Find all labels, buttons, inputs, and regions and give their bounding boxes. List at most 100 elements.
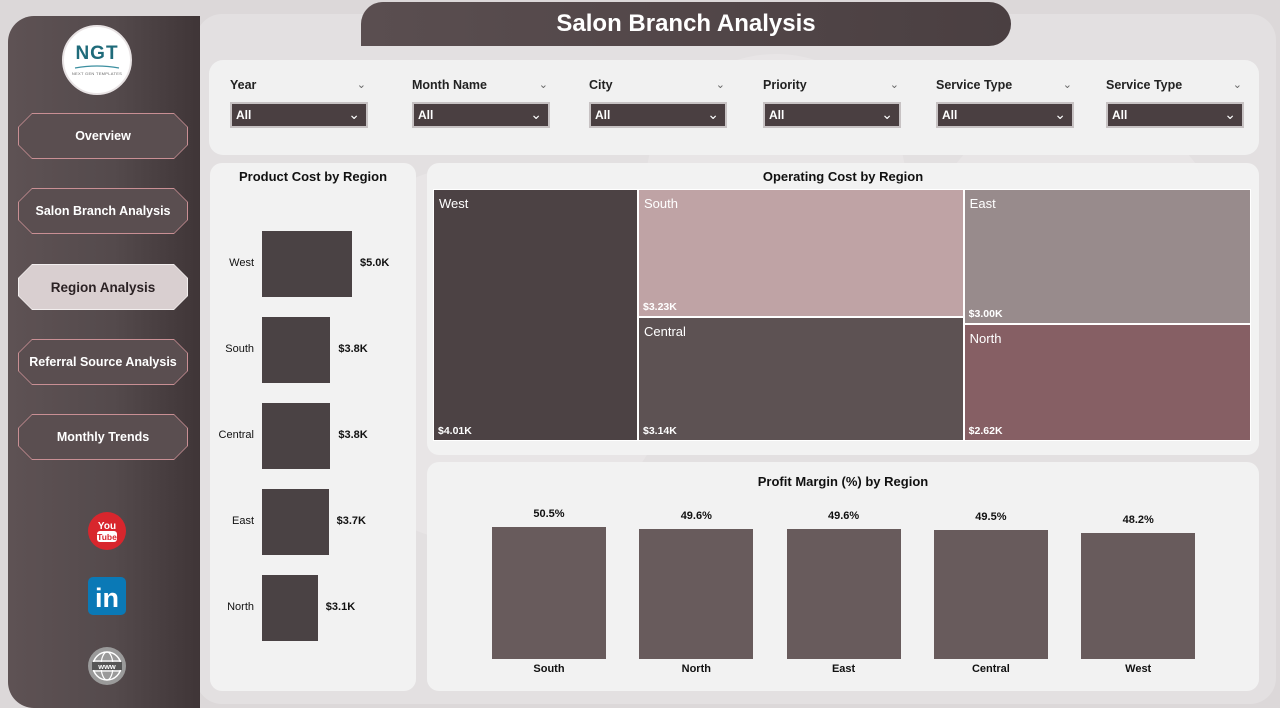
treemap-cell-value: $4.01K: [438, 425, 472, 437]
bar-category-label: East: [831, 663, 856, 675]
profit-margin-chart-title: Profit Margin (%) by Region: [757, 474, 929, 489]
dropdown-value: All: [942, 108, 958, 122]
chevron-down-icon[interactable]: ⌄: [538, 79, 548, 91]
bar-data-label: $3.8K: [338, 429, 368, 441]
logo-swoosh-icon: [74, 65, 120, 69]
product-cost-chart-title: Product Cost by Region: [238, 169, 388, 184]
dropdown-value: All: [418, 108, 434, 122]
bar[interactable]: [786, 529, 901, 659]
dropdown-value: All: [595, 108, 611, 122]
priority-dropdown[interactable]: All ⌄: [763, 102, 901, 128]
month-name-dropdown[interactable]: All ⌄: [412, 102, 550, 128]
youtube-icon[interactable]: You Tube: [86, 510, 128, 552]
operating-cost-treemap[interactable]: West $4.01K South $3.23K Central $3.14K East $3…: [433, 189, 1251, 441]
dropdown-arrow-icon: ⌄: [530, 106, 542, 122]
filter-label-text: Priority: [763, 78, 807, 92]
filter-bar: Year ⌄ All ⌄ Month Name ⌄ All ⌄ City ⌄ All ⌄ P…: [209, 60, 1259, 155]
nav-monthly-trends-label: Monthly Trends: [19, 415, 187, 459]
svg-text:in: in: [95, 583, 119, 613]
bar[interactable]: [933, 529, 1048, 659]
bar-data-label: $3.7K: [336, 515, 366, 527]
nav-region-analysis[interactable]: Region Analysis: [18, 264, 188, 310]
filter-label-text: Year: [230, 78, 257, 92]
treemap-cell-north[interactable]: North $2.62K: [963, 323, 1251, 441]
page-header: Salon Branch Analysis: [361, 2, 1011, 46]
nav-overview[interactable]: Overview: [18, 113, 188, 159]
bar-category-label: South: [533, 663, 565, 675]
product-cost-panel: Product Cost by Region West $5.0K South $3.…: [210, 163, 416, 691]
chevron-down-icon[interactable]: ⌄: [715, 79, 725, 91]
bar[interactable]: [1081, 533, 1196, 659]
nav-region-analysis-label: Region Analysis: [19, 265, 187, 309]
treemap-cell-label: Central: [644, 323, 686, 339]
filter-label-text: Service Type: [1106, 78, 1183, 92]
product-cost-chart[interactable]: West $5.0K South $3.8K Central $3.8K East $3.7K…: [210, 163, 416, 691]
filter-label: Year ⌄: [230, 78, 370, 98]
dropdown-arrow-icon: ⌄: [1224, 106, 1236, 122]
filter-service-type: Service Type ⌄ All ⌄: [936, 78, 1076, 128]
website-globe-icon[interactable]: www: [86, 645, 128, 687]
treemap-cell-value: $3.14K: [643, 424, 677, 437]
bar-data-label: $3.1K: [325, 601, 356, 613]
filter-priority: Priority ⌄ All ⌄: [763, 78, 903, 128]
filter-label-text: Service Type: [936, 78, 1013, 92]
dropdown-arrow-icon: ⌄: [348, 106, 360, 122]
bar[interactable]: [262, 575, 318, 641]
nav-overview-label: Overview: [19, 114, 187, 158]
linkedin-icon[interactable]: in: [86, 575, 128, 617]
bar-category-label: Central: [971, 663, 1010, 675]
logo-subtext: NEXT GEN TEMPLATES: [71, 71, 123, 76]
treemap-cell-central[interactable]: Central $3.14K: [638, 316, 964, 441]
filter-label: Service Type ⌄: [1106, 78, 1246, 98]
svg-text:www: www: [97, 662, 116, 671]
bar[interactable]: [262, 403, 331, 469]
bar-data-label: $5.0K: [360, 257, 390, 269]
operating-cost-chart-title: Operating Cost by Region: [762, 169, 924, 184]
service-type-dropdown[interactable]: All ⌄: [936, 102, 1074, 128]
bar-category-label: West: [1125, 663, 1152, 675]
filter-month-name: Month Name ⌄ All ⌄: [412, 78, 552, 128]
treemap-cell-value: $3.00K: [968, 307, 1003, 320]
treemap-cell-east[interactable]: East $3.00K: [963, 189, 1251, 324]
bar[interactable]: [262, 231, 352, 297]
service-type-2-dropdown[interactable]: All ⌄: [1106, 102, 1244, 128]
filter-label: Service Type ⌄: [936, 78, 1076, 98]
bar-category-label: Central: [218, 429, 254, 441]
city-dropdown[interactable]: All ⌄: [589, 102, 727, 128]
bar-data-label: 50.5%: [533, 508, 565, 520]
profit-margin-chart[interactable]: 50.5% South 49.6% North 49.6% East 49.5% Centra…: [427, 462, 1259, 691]
filter-year: Year ⌄ All ⌄: [230, 78, 370, 128]
chevron-down-icon[interactable]: ⌄: [356, 79, 366, 91]
svg-text:You: You: [98, 521, 116, 532]
filter-label-text: Month Name: [412, 78, 487, 92]
treemap-cell-label: North: [969, 330, 1002, 346]
nav-monthly-trends[interactable]: Monthly Trends: [18, 414, 188, 460]
treemap-cell-label: West: [439, 196, 469, 211]
filter-label: City ⌄: [589, 78, 729, 98]
nav-salon-branch-analysis[interactable]: Salon Branch Analysis: [18, 188, 188, 234]
treemap-cell-south[interactable]: South $3.23K: [638, 189, 964, 317]
ngt-logo[interactable]: NGT NEXT GEN TEMPLATES: [62, 25, 132, 95]
chevron-down-icon[interactable]: ⌄: [1062, 79, 1072, 91]
bar-category-label: North: [227, 601, 254, 613]
year-dropdown[interactable]: All ⌄: [230, 102, 368, 128]
svg-text:Tube: Tube: [97, 532, 117, 542]
treemap-cell-west[interactable]: West $4.01K: [433, 189, 638, 441]
filter-label: Priority ⌄: [763, 78, 903, 98]
bar-category-label: South: [225, 343, 254, 355]
dropdown-value: All: [236, 108, 252, 122]
chevron-down-icon[interactable]: ⌄: [1232, 79, 1242, 91]
treemap-cell-value: $3.23K: [643, 300, 677, 313]
nav-salon-branch-analysis-label: Salon Branch Analysis: [19, 189, 187, 233]
treemap-cell-label: South: [644, 196, 678, 211]
bar[interactable]: [639, 529, 754, 659]
bar-category-label: East: [231, 515, 254, 527]
filter-label-text: City: [589, 78, 613, 92]
bar[interactable]: [492, 527, 606, 659]
bar-data-label: 48.2%: [1122, 514, 1154, 526]
bar[interactable]: [262, 489, 329, 555]
bar[interactable]: [262, 317, 331, 383]
nav-referral-source-analysis[interactable]: Referral Source Analysis: [18, 339, 188, 385]
chevron-down-icon[interactable]: ⌄: [889, 79, 899, 91]
operating-cost-panel: Operating Cost by Region West $4.01K South…: [427, 163, 1259, 455]
